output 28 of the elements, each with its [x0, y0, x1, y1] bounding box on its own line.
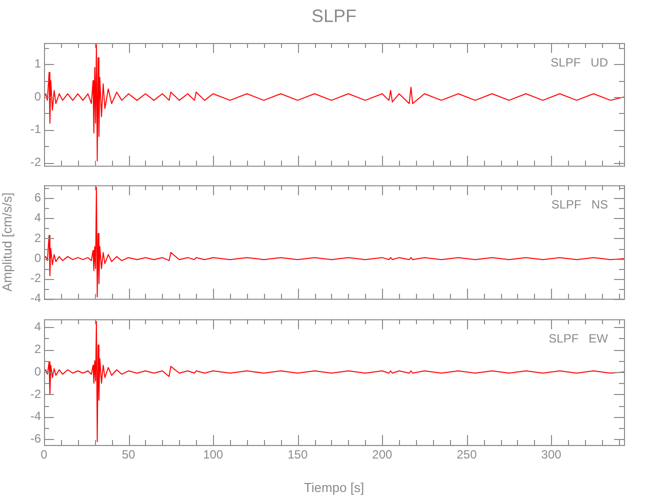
y-tick-label: 6: [34, 190, 42, 205]
x-tick-label: 50: [122, 448, 136, 462]
y-tick-label: 4: [34, 319, 42, 334]
x-tick-label: 100: [203, 448, 224, 462]
y-tick-label: -2: [30, 154, 42, 169]
chart-title: SLPF: [311, 6, 357, 26]
x-axis-title: Tiempo [s]: [304, 480, 364, 495]
x-tick-label: 150: [288, 448, 308, 462]
x-tick-label: 250: [456, 448, 478, 462]
y-tick-label: -4: [30, 409, 42, 424]
annotation: SLPF EW: [548, 332, 609, 346]
y-tick-label: -1: [30, 122, 42, 136]
y-tick-label: 1: [34, 56, 42, 71]
x-tick-label: 300: [541, 448, 562, 462]
y-tick-label: -2: [30, 271, 42, 286]
y-tick-label: 2: [34, 230, 42, 245]
annotation: SLPF NS: [551, 198, 608, 212]
y-tick-label: -6: [30, 432, 42, 446]
y-tick-label: 0: [34, 250, 42, 265]
x-tick-label: 200: [372, 448, 393, 462]
annotation: SLPF UD: [550, 55, 608, 70]
y-tick-label: 0: [34, 89, 42, 104]
y-axis-title: Amplitud [cm/s/s]: [0, 192, 14, 292]
y-tick-label: -4: [30, 291, 42, 306]
y-tick-label: 4: [34, 210, 42, 225]
y-tick-label: -2: [30, 386, 42, 401]
y-tick-label: 0: [34, 364, 42, 378]
y-tick-label: 2: [34, 342, 42, 356]
